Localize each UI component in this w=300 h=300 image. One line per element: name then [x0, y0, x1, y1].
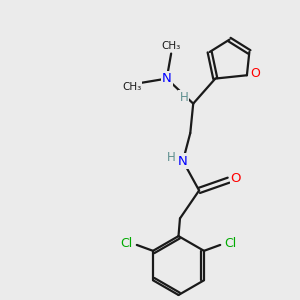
Text: H: H: [167, 151, 176, 164]
Text: N: N: [162, 72, 172, 85]
Text: Cl: Cl: [120, 237, 133, 250]
Text: O: O: [231, 172, 241, 185]
Text: Cl: Cl: [224, 237, 237, 250]
Text: H: H: [179, 91, 188, 103]
Text: CH₃: CH₃: [161, 41, 181, 51]
Text: CH₃: CH₃: [122, 82, 142, 92]
Text: N: N: [178, 154, 188, 167]
Text: O: O: [250, 67, 260, 80]
